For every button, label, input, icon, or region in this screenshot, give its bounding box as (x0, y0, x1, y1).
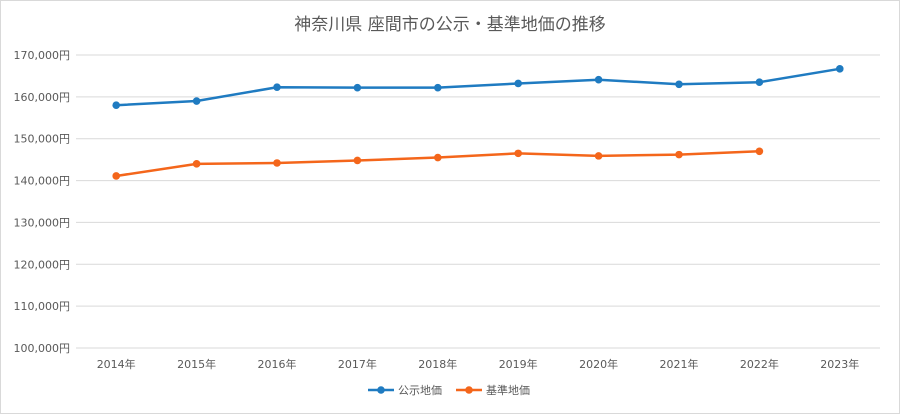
data-point (594, 75, 603, 84)
data-point (273, 83, 281, 92)
legend-marker (377, 386, 385, 394)
data-point (273, 159, 281, 167)
data-point (434, 153, 442, 162)
x-tick-label: 2021年 (660, 357, 699, 371)
x-tick-label: 2022年 (740, 357, 779, 371)
series-line-1 (116, 67, 841, 107)
y-tick-label: 170,000円 (14, 49, 71, 62)
data-point (434, 83, 442, 92)
data-point (192, 160, 201, 168)
data-point (755, 78, 764, 87)
gridlines (76, 54, 880, 349)
data-point (353, 83, 362, 92)
x-tick-label: 2014年 (97, 357, 136, 371)
x-tick-label: 2018年 (418, 357, 457, 371)
y-tick-label: 110,000円 (14, 300, 71, 313)
x-tick-label: 2015年 (177, 357, 216, 371)
y-tick-label: 150,000円 (14, 133, 71, 146)
data-point (675, 150, 683, 159)
x-tick-label: 2020年 (579, 357, 618, 371)
data-point (112, 172, 120, 180)
chart-title: 神奈川県 座間市の公示・基準地価の推移 (294, 15, 606, 35)
x-axis-ticks: 2014年 2015年 2016年 2017年 2018年 2019年 2020年 2021年… (97, 357, 860, 371)
data-point (836, 65, 844, 73)
x-tick-label: 2023年 (820, 357, 859, 371)
data-point (755, 147, 764, 156)
y-tick-label: 160,000円 (14, 91, 71, 104)
legend-label: 公示地価 (398, 384, 442, 397)
legend-marker (465, 386, 473, 394)
data-point (112, 101, 120, 110)
data-point (353, 156, 362, 165)
y-tick-label: 140,000円 (14, 175, 71, 188)
data-point (514, 79, 522, 88)
data-point (675, 80, 683, 89)
y-tick-label: 130,000円 (14, 216, 71, 229)
legend: 公示地価 基準地価 (368, 383, 530, 397)
x-tick-label: 2019年 (499, 357, 538, 371)
data-point (514, 149, 522, 158)
data-point (594, 152, 603, 160)
data-point (192, 97, 201, 105)
y-axis-ticks: 100,000円 110,000円 120,000円 130,000円 140,000円… (14, 49, 71, 355)
x-tick-label: 2017年 (338, 357, 377, 371)
y-tick-label: 100,000円 (14, 342, 71, 355)
x-tick-label: 2016年 (258, 357, 297, 371)
series-group (112, 65, 844, 180)
legend-label: 基準地価 (486, 383, 530, 397)
y-tick-label: 120,000円 (14, 258, 71, 271)
